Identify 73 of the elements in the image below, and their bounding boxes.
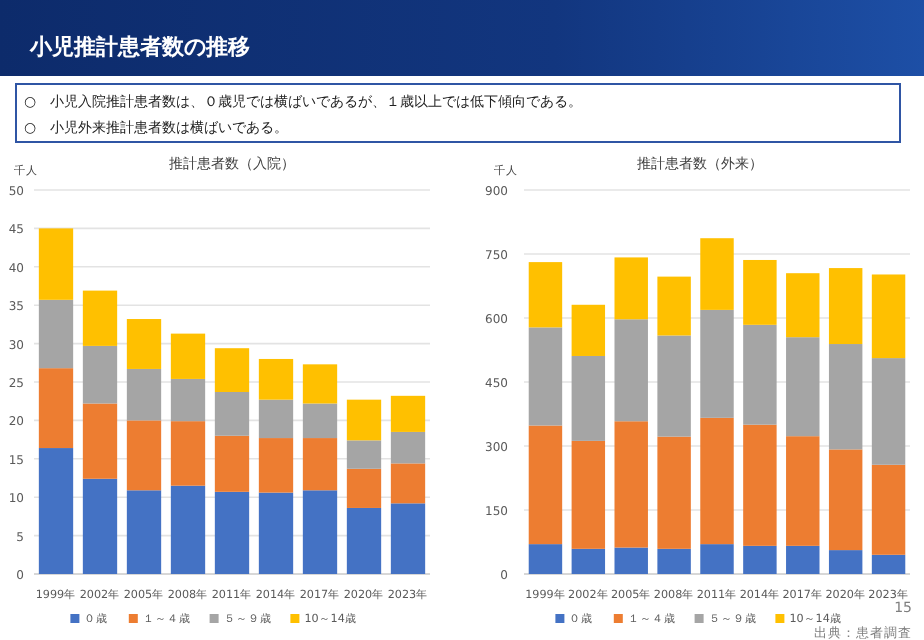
- text: 小児推計患者数の推移: [28, 34, 250, 60]
- bar: [126, 368, 162, 421]
- bar: [82, 403, 118, 479]
- bar: [390, 431, 426, 464]
- bar: [743, 424, 777, 546]
- bar: [82, 290, 118, 346]
- bar: [126, 420, 162, 491]
- bar: [700, 309, 734, 418]
- bar: [743, 545, 777, 574]
- bar: [390, 503, 426, 574]
- bar: [657, 436, 691, 549]
- bar: [528, 425, 563, 545]
- bar: [528, 544, 563, 574]
- bar: [571, 304, 606, 356]
- bar: [871, 274, 906, 359]
- bar: [346, 468, 382, 508]
- bar: [871, 464, 906, 555]
- bar: [571, 440, 606, 549]
- bar: [786, 273, 820, 338]
- bar: [828, 268, 863, 345]
- bar: [258, 438, 294, 493]
- bar: [571, 548, 606, 574]
- bar: [126, 490, 162, 574]
- bar: [346, 440, 382, 469]
- bar: [170, 378, 206, 422]
- bar: [700, 238, 734, 310]
- bar: [657, 548, 691, 574]
- bar: [614, 421, 648, 548]
- bar: [258, 492, 294, 574]
- bar: [258, 358, 294, 400]
- bar: [346, 507, 382, 574]
- bar: [657, 335, 691, 437]
- bar: [170, 333, 206, 379]
- bar: [700, 544, 734, 574]
- bar: [614, 547, 648, 574]
- bar: [38, 299, 74, 369]
- bar: [302, 364, 338, 404]
- bar: [871, 554, 906, 574]
- bar: [571, 355, 606, 441]
- bar: [390, 463, 426, 504]
- bar: [170, 485, 206, 574]
- bar: [214, 435, 250, 492]
- bar: [214, 491, 250, 574]
- bar: [302, 403, 338, 439]
- bar: [170, 421, 206, 486]
- bar: [38, 448, 74, 574]
- bar: [786, 545, 820, 574]
- bar: [828, 344, 863, 450]
- bar: [828, 550, 863, 574]
- bar: [786, 337, 820, 437]
- bar: [302, 438, 338, 491]
- bar: [657, 276, 691, 336]
- bar: [82, 345, 118, 404]
- bar: [390, 395, 426, 432]
- bar: [700, 417, 734, 545]
- bar: [828, 449, 863, 551]
- bar: [38, 368, 74, 449]
- bar: [126, 319, 162, 369]
- bar: [871, 358, 906, 465]
- bar: [528, 327, 563, 426]
- bar: [302, 490, 338, 574]
- bar: [614, 257, 648, 320]
- bar: [258, 399, 294, 439]
- bar: [82, 478, 118, 574]
- bar: [214, 348, 250, 392]
- bar: [346, 399, 382, 441]
- bar: [614, 319, 648, 422]
- bar: [528, 262, 563, 328]
- bar: [743, 324, 777, 425]
- bar: [786, 436, 820, 546]
- bar: [38, 228, 74, 300]
- bar: [214, 391, 250, 436]
- bar: [743, 259, 777, 325]
